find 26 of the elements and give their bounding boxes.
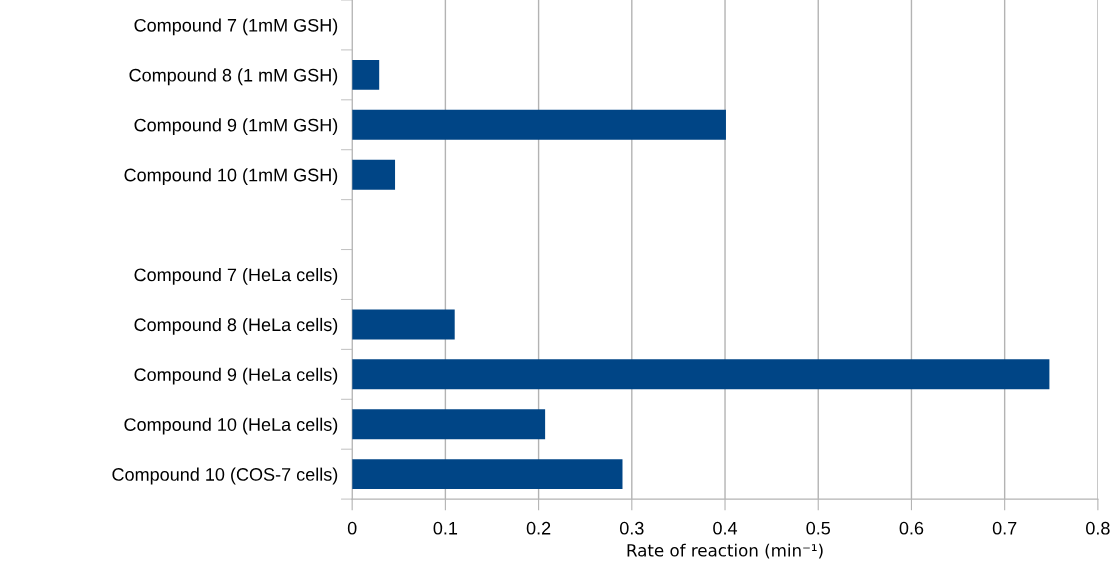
x-tick-label: 0.2: [526, 521, 551, 535]
y-tick-label: Compound 9 (HeLa cells): [134, 367, 338, 385]
y-tick-label: Compound 8 (1 mM GSH): [129, 68, 338, 86]
y-tick-label: Compound 7 (HeLa cells): [134, 267, 338, 285]
bar: [352, 359, 1050, 390]
x-tick-label: 0: [347, 521, 357, 535]
y-tick-label: Compound 10 (HeLa cells): [124, 417, 338, 435]
y-tick-label: Compound 10 (1mM GSH): [124, 168, 338, 185]
x-tick-label: 0.5: [806, 521, 831, 535]
y-tick-label: Compound 9 (1mM GSH): [134, 118, 338, 136]
x-tick-label: 0.3: [619, 521, 644, 535]
bar: [352, 159, 396, 190]
y-tick-label: Compound 10 (COS-7 cells): [112, 467, 338, 485]
bar: [352, 109, 726, 140]
y-tick-label: Compound 8 (HeLa cells): [134, 317, 338, 335]
x-tick-label: 0.6: [899, 521, 924, 535]
bar: [352, 59, 380, 90]
bar: [352, 309, 455, 340]
bar: [352, 459, 623, 490]
y-tick-label: Compound 7 (1mM GSH): [134, 18, 338, 36]
x-tick-label: 0.8: [1086, 521, 1110, 535]
bar: [352, 409, 546, 440]
x-tick-label: 0.4: [713, 521, 738, 535]
x-tick-label: 0.1: [433, 521, 458, 535]
x-axis-title: Rate of reaction (min⁻¹): [627, 543, 823, 559]
x-tick-label: 0.7: [992, 521, 1017, 535]
